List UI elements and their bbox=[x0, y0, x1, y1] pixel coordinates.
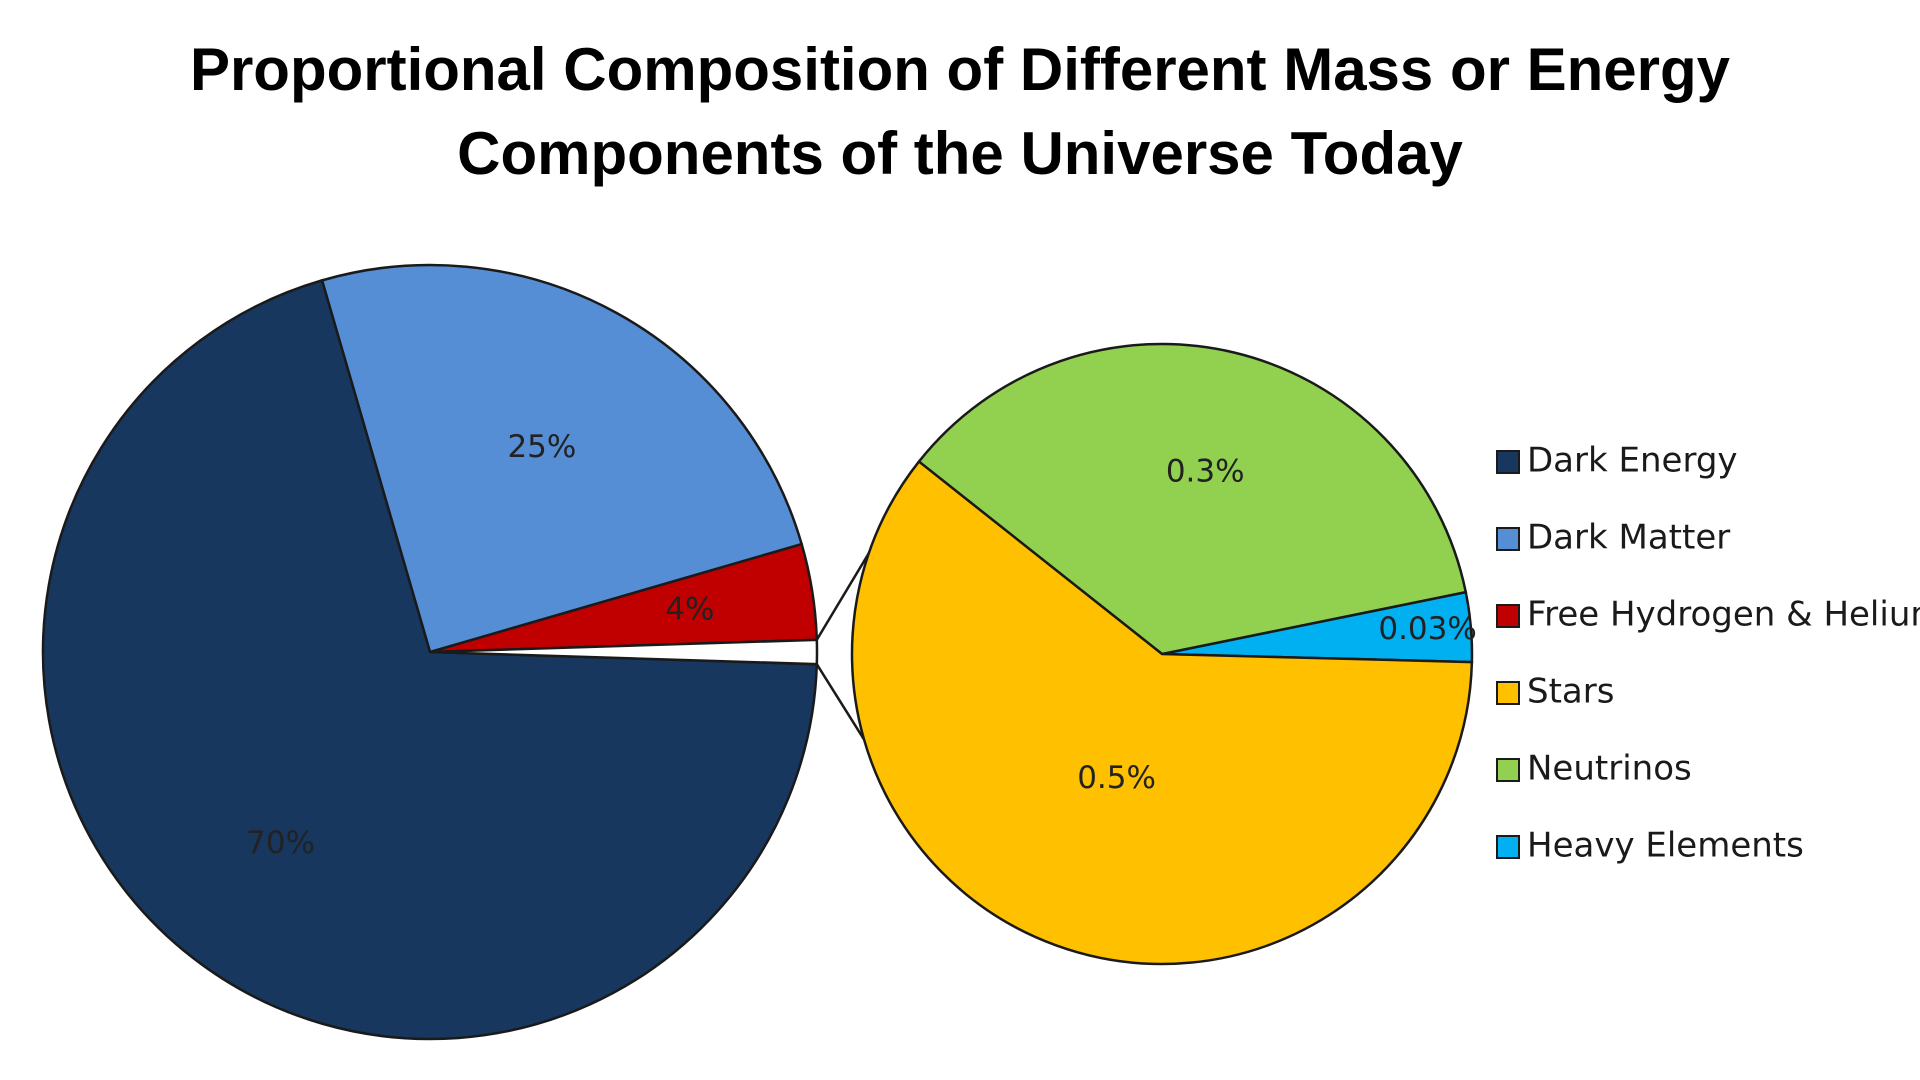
legend-swatch-neutrinos bbox=[1496, 758, 1520, 782]
main-pie: 4% 25% 70% bbox=[41, 263, 819, 1041]
slice-breakout-remainder bbox=[429, 638, 819, 666]
chart-title-line-1: Proportional Composition of Different Ma… bbox=[189, 36, 1731, 103]
legend-entry-free-hydrogen-and-helium: Free Hydrogen & Helium bbox=[1496, 595, 1920, 635]
legend-label-free-hydrogen-and-helium: Free Hydrogen & Helium bbox=[1527, 595, 1920, 635]
legend-entry-heavy-elements: Heavy Elements bbox=[1496, 826, 1804, 866]
legend-label-neutrinos: Neutrinos bbox=[1527, 749, 1692, 789]
slice-dark-energy bbox=[41, 278, 819, 1041]
data-label-heavy-elements: 0.03% bbox=[1378, 611, 1476, 647]
data-label-free-hydrogen-and-helium: 4% bbox=[665, 591, 714, 627]
slice-neutrinos bbox=[917, 342, 1468, 656]
breakout-pie: 0.03% 0.3% 0.5% bbox=[850, 342, 1477, 966]
slice-stars bbox=[850, 459, 1474, 966]
legend-swatch-dark-energy bbox=[1496, 450, 1520, 474]
legend-label-heavy-elements: Heavy Elements bbox=[1527, 826, 1804, 866]
data-label-neutrinos: 0.3% bbox=[1166, 454, 1245, 490]
legend-label-dark-energy: Dark Energy bbox=[1527, 441, 1738, 481]
data-label-dark-matter: 25% bbox=[507, 429, 576, 465]
legend-swatch-free-hydrogen-and-helium bbox=[1496, 604, 1520, 628]
legend-entry-dark-energy: Dark Energy bbox=[1496, 441, 1738, 481]
legend-swatch-stars bbox=[1496, 681, 1520, 705]
chart-title: Proportional Composition of Different Ma… bbox=[0, 28, 1920, 196]
chart-title-line-2: Components of the Universe Today bbox=[457, 120, 1463, 187]
data-label-dark-energy: 70% bbox=[246, 825, 315, 861]
legend-entry-neutrinos: Neutrinos bbox=[1496, 749, 1692, 789]
legend-swatch-dark-matter bbox=[1496, 527, 1520, 551]
legend-label-stars: Stars bbox=[1527, 672, 1614, 712]
data-label-stars: 0.5% bbox=[1077, 760, 1156, 796]
legend-label-dark-matter: Dark Matter bbox=[1527, 518, 1730, 558]
slice-dark-matter bbox=[320, 263, 804, 654]
legend-entry-stars: Stars bbox=[1496, 672, 1614, 712]
connector-line-lower bbox=[815, 663, 866, 741]
legend: Dark Energy Dark Matter Free Hydrogen & He… bbox=[1496, 441, 1920, 866]
legend-entry-dark-matter: Dark Matter bbox=[1496, 518, 1730, 558]
legend-swatch-heavy-elements bbox=[1496, 835, 1520, 859]
